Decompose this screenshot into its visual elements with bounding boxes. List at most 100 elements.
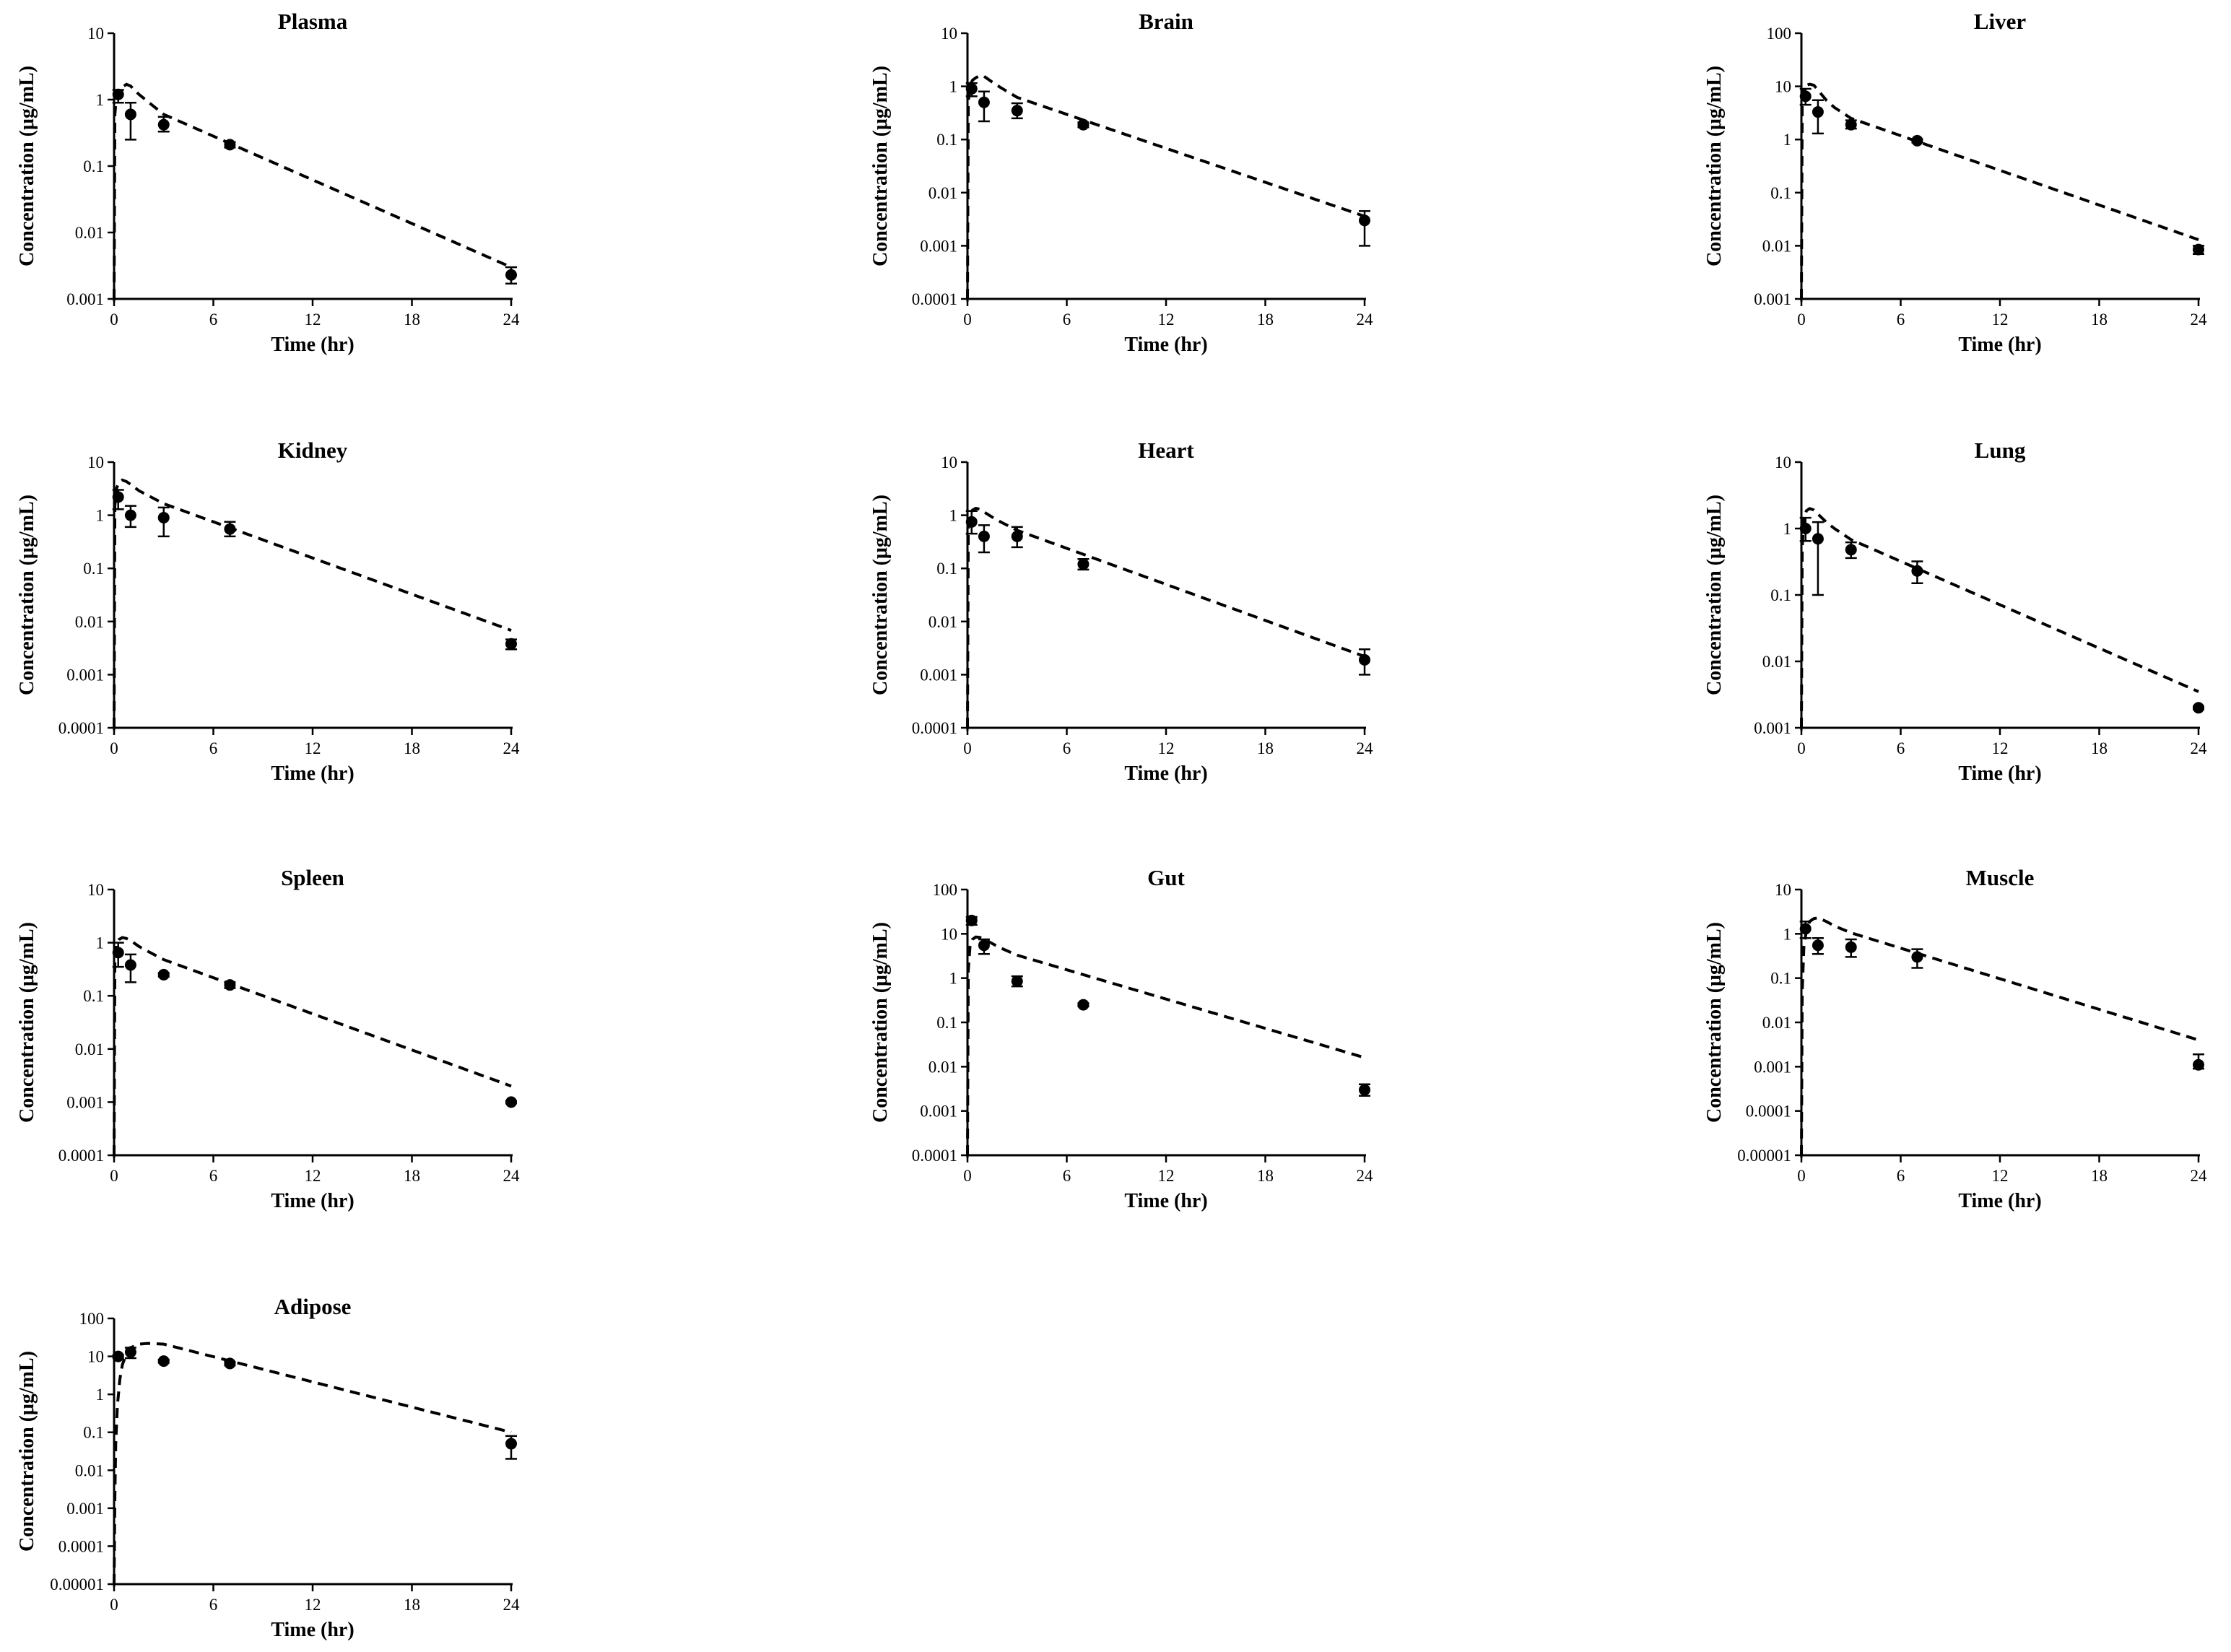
x-axis-title: Time (hr) <box>1958 1190 2041 1212</box>
x-tick-label: 12 <box>1158 739 1175 757</box>
y-axis-title: Concentration (μg/mL) <box>1703 495 1726 695</box>
observed-point <box>1359 653 1370 666</box>
y-tick-label: 0.1 <box>1770 970 1791 988</box>
y-tick-label: 0.01 <box>929 1058 957 1076</box>
x-tick-label: 24 <box>503 739 521 757</box>
x-tick-label: 18 <box>404 1596 420 1614</box>
observed-point <box>1812 106 1824 118</box>
x-tick-label: 24 <box>2191 1167 2208 1185</box>
x-tick-label: 12 <box>1992 739 2009 757</box>
observed-point <box>124 959 136 971</box>
panel-muscle: Muscle 0.00001 0.0001 0.001 0.01 0.1 1 10 0 6 12 18… <box>1703 865 2207 1212</box>
x-tick-label: 12 <box>305 739 321 757</box>
y-tick-label: 10 <box>1775 881 1791 899</box>
x-tick-label: 18 <box>404 1167 420 1185</box>
observed-point <box>2193 243 2204 256</box>
observed-point <box>505 1438 517 1450</box>
y-tick-label: 0.01 <box>1762 1014 1791 1032</box>
observed-point <box>965 516 978 528</box>
x-tick-label: 24 <box>1357 739 1374 757</box>
panel-title: Plasma <box>278 9 348 34</box>
observed-point <box>1845 941 1857 953</box>
observed-point <box>978 939 990 952</box>
y-tick-label: 1 <box>949 78 958 96</box>
x-axis-title: Time (hr) <box>1124 762 1207 785</box>
x-tick-label: 18 <box>1257 310 1274 329</box>
x-tick-label: 6 <box>209 1596 218 1614</box>
y-tick-label: 0.001 <box>66 1500 104 1518</box>
y-tick-label: 10 <box>941 453 957 471</box>
y-tick-label: 0.1 <box>1770 184 1791 202</box>
predicted-curve <box>966 506 1365 729</box>
observed-point <box>1911 134 1923 147</box>
x-tick-label: 24 <box>1357 310 1374 329</box>
x-axis-title: Time (hr) <box>1124 334 1207 356</box>
panel-heart: Heart 0.0001 0.001 0.01 0.1 1 10 0 6 12 18 24 Time (… <box>869 438 1373 785</box>
y-tick-label: 1 <box>96 934 105 952</box>
y-tick-label: 0.0001 <box>912 1147 957 1165</box>
observed-point <box>1812 939 1824 952</box>
observed-point <box>1011 105 1023 117</box>
y-tick-label: 0.01 <box>929 184 957 202</box>
panel-brain: Brain 0.0001 0.001 0.01 0.1 1 10 0 6 12 18 24 Time (… <box>869 9 1373 356</box>
y-axis-title: Concentration (μg/mL) <box>869 922 892 1123</box>
y-tick-label: 0.1 <box>83 560 104 578</box>
y-tick-label: 100 <box>933 881 958 899</box>
x-tick-label: 0 <box>963 1167 972 1185</box>
observed-point <box>1799 923 1812 935</box>
predicted-curve <box>113 936 512 1156</box>
observed-point <box>1911 565 1923 577</box>
observed-point <box>157 968 170 981</box>
observed-point <box>2193 702 2204 714</box>
x-tick-label: 12 <box>305 1596 321 1614</box>
y-axis-title: Concentration (μg/mL) <box>16 66 38 266</box>
x-tick-label: 12 <box>1992 310 2009 329</box>
predicted-curve <box>113 478 512 729</box>
y-tick-label: 1 <box>96 507 105 525</box>
observed-point <box>224 1357 236 1370</box>
y-tick-label: 0.00001 <box>50 1575 104 1594</box>
y-tick-label: 0.01 <box>1762 237 1791 255</box>
panel-title: Gut <box>1147 865 1185 890</box>
observed-point <box>224 139 236 151</box>
x-tick-label: 6 <box>1063 739 1071 757</box>
observed-point <box>224 523 236 535</box>
observed-point <box>124 509 136 521</box>
y-tick-label: 0.1 <box>83 157 104 175</box>
y-tick-label: 0.001 <box>920 1103 957 1121</box>
y-tick-label: 1 <box>1783 131 1792 149</box>
y-axis-title: Concentration (μg/mL) <box>16 922 38 1123</box>
x-tick-label: 0 <box>963 739 972 757</box>
predicted-curve <box>1800 507 2199 729</box>
observed-point <box>1812 533 1824 545</box>
y-axis-title: Concentration (μg/mL) <box>16 495 38 695</box>
x-tick-label: 18 <box>2091 310 2108 329</box>
y-tick-label: 0.01 <box>929 613 957 631</box>
panel-title: Liver <box>1974 9 2027 34</box>
y-axis-title: Concentration (μg/mL) <box>16 1351 38 1552</box>
x-tick-label: 24 <box>2191 739 2208 757</box>
x-tick-label: 24 <box>503 310 521 329</box>
x-tick-label: 6 <box>1897 1167 1905 1185</box>
observed-point <box>112 1350 124 1362</box>
x-tick-label: 6 <box>209 1167 218 1185</box>
y-tick-label: 10 <box>87 1348 104 1366</box>
predicted-curve <box>1800 916 2199 1156</box>
predicted-curve <box>113 82 512 300</box>
x-tick-label: 0 <box>1797 1167 1806 1185</box>
observed-point <box>2193 1058 2204 1071</box>
panel-title: Kidney <box>278 438 348 463</box>
observed-point <box>1077 558 1090 570</box>
predicted-curve <box>113 1342 512 1585</box>
x-tick-label: 6 <box>1897 310 1905 329</box>
x-tick-label: 0 <box>963 310 972 329</box>
observed-point <box>112 88 124 100</box>
predicted-curve <box>966 74 1365 300</box>
observed-point <box>965 914 978 926</box>
x-tick-label: 24 <box>503 1596 521 1614</box>
y-tick-label: 10 <box>1775 78 1791 96</box>
observed-point <box>978 96 990 108</box>
y-tick-label: 0.01 <box>75 1461 104 1479</box>
y-tick-label: 0.1 <box>936 131 957 149</box>
y-tick-label: 1 <box>1783 520 1792 538</box>
